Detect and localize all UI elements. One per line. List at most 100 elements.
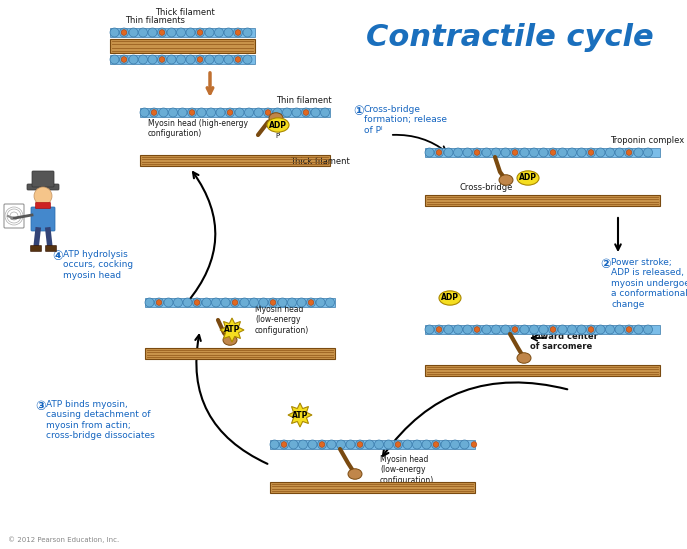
Circle shape <box>588 150 594 155</box>
Text: Thin filament: Thin filament <box>276 96 332 105</box>
Circle shape <box>491 148 501 157</box>
Circle shape <box>292 108 301 117</box>
Circle shape <box>453 325 462 334</box>
FancyBboxPatch shape <box>145 298 335 307</box>
Ellipse shape <box>439 291 461 305</box>
Circle shape <box>624 148 633 157</box>
Text: Cross-bridge: Cross-bridge <box>460 183 513 192</box>
Ellipse shape <box>499 175 513 185</box>
Circle shape <box>434 325 444 334</box>
Circle shape <box>596 148 605 157</box>
FancyBboxPatch shape <box>425 325 660 334</box>
Circle shape <box>453 148 462 157</box>
Circle shape <box>425 325 434 334</box>
Circle shape <box>121 30 127 35</box>
Circle shape <box>174 298 183 307</box>
Text: Power stroke;
ADP is released,
myosin undergoes
a conformational
change: Power stroke; ADP is released, myosin un… <box>611 258 687 309</box>
Circle shape <box>120 28 128 37</box>
FancyBboxPatch shape <box>27 184 59 190</box>
Circle shape <box>357 442 363 447</box>
Circle shape <box>311 108 320 117</box>
Circle shape <box>567 325 576 334</box>
Circle shape <box>596 325 605 334</box>
Circle shape <box>550 150 556 155</box>
Circle shape <box>254 108 263 117</box>
Circle shape <box>110 28 119 37</box>
FancyBboxPatch shape <box>110 28 255 37</box>
Circle shape <box>510 148 519 157</box>
Circle shape <box>474 150 480 155</box>
Circle shape <box>337 440 346 449</box>
Circle shape <box>302 108 311 117</box>
FancyBboxPatch shape <box>30 245 41 251</box>
Circle shape <box>539 148 548 157</box>
Circle shape <box>451 440 460 449</box>
Circle shape <box>501 325 510 334</box>
Circle shape <box>214 55 223 64</box>
Circle shape <box>196 55 205 64</box>
Circle shape <box>148 28 157 37</box>
Text: © 2012 Pearson Education, Inc.: © 2012 Pearson Education, Inc. <box>8 536 120 543</box>
Circle shape <box>197 30 203 35</box>
Circle shape <box>513 150 518 155</box>
Circle shape <box>264 108 273 117</box>
Circle shape <box>587 325 596 334</box>
Circle shape <box>474 327 480 332</box>
Circle shape <box>303 110 308 115</box>
Circle shape <box>530 148 539 157</box>
Text: Thick filament: Thick filament <box>290 158 350 166</box>
Circle shape <box>243 55 252 64</box>
Circle shape <box>520 148 529 157</box>
Ellipse shape <box>223 335 237 345</box>
Circle shape <box>444 148 453 157</box>
FancyBboxPatch shape <box>425 148 660 157</box>
Circle shape <box>374 440 383 449</box>
Circle shape <box>282 108 291 117</box>
Circle shape <box>157 55 166 64</box>
Text: Myosin head
(low-energy
configuration): Myosin head (low-energy configuration) <box>380 455 434 485</box>
Circle shape <box>245 108 254 117</box>
Circle shape <box>188 108 196 117</box>
Circle shape <box>194 300 200 305</box>
Text: ATP hydrolysis
occurs, cocking
myosin head: ATP hydrolysis occurs, cocking myosin he… <box>63 250 133 280</box>
Circle shape <box>232 300 238 305</box>
Circle shape <box>186 28 195 37</box>
Circle shape <box>178 108 187 117</box>
Circle shape <box>473 325 482 334</box>
Circle shape <box>265 110 271 115</box>
Circle shape <box>235 108 244 117</box>
FancyBboxPatch shape <box>110 39 255 53</box>
Ellipse shape <box>348 469 362 479</box>
Text: Thick filament: Thick filament <box>155 8 215 17</box>
Circle shape <box>120 55 128 64</box>
Circle shape <box>273 108 282 117</box>
Circle shape <box>270 440 279 449</box>
Circle shape <box>550 327 556 332</box>
Circle shape <box>183 298 192 307</box>
Text: Toward center
of sarcomere: Toward center of sarcomere <box>530 332 598 351</box>
Circle shape <box>365 440 374 449</box>
FancyBboxPatch shape <box>145 348 335 359</box>
Circle shape <box>298 440 308 449</box>
Circle shape <box>139 28 148 37</box>
Circle shape <box>278 298 287 307</box>
Circle shape <box>308 300 314 305</box>
Circle shape <box>269 298 278 307</box>
Circle shape <box>240 298 249 307</box>
Circle shape <box>150 108 159 117</box>
FancyBboxPatch shape <box>425 195 660 206</box>
Circle shape <box>326 298 335 307</box>
Circle shape <box>196 28 205 37</box>
Circle shape <box>463 325 472 334</box>
Circle shape <box>473 148 482 157</box>
Circle shape <box>159 57 165 62</box>
FancyBboxPatch shape <box>31 207 55 231</box>
Circle shape <box>148 55 157 64</box>
Circle shape <box>306 298 315 307</box>
Circle shape <box>395 442 401 447</box>
Circle shape <box>530 325 539 334</box>
Circle shape <box>155 298 164 307</box>
FancyBboxPatch shape <box>140 108 330 117</box>
Circle shape <box>34 187 52 205</box>
Text: Myosin head (high-energy
configuration): Myosin head (high-energy configuration) <box>148 119 248 138</box>
